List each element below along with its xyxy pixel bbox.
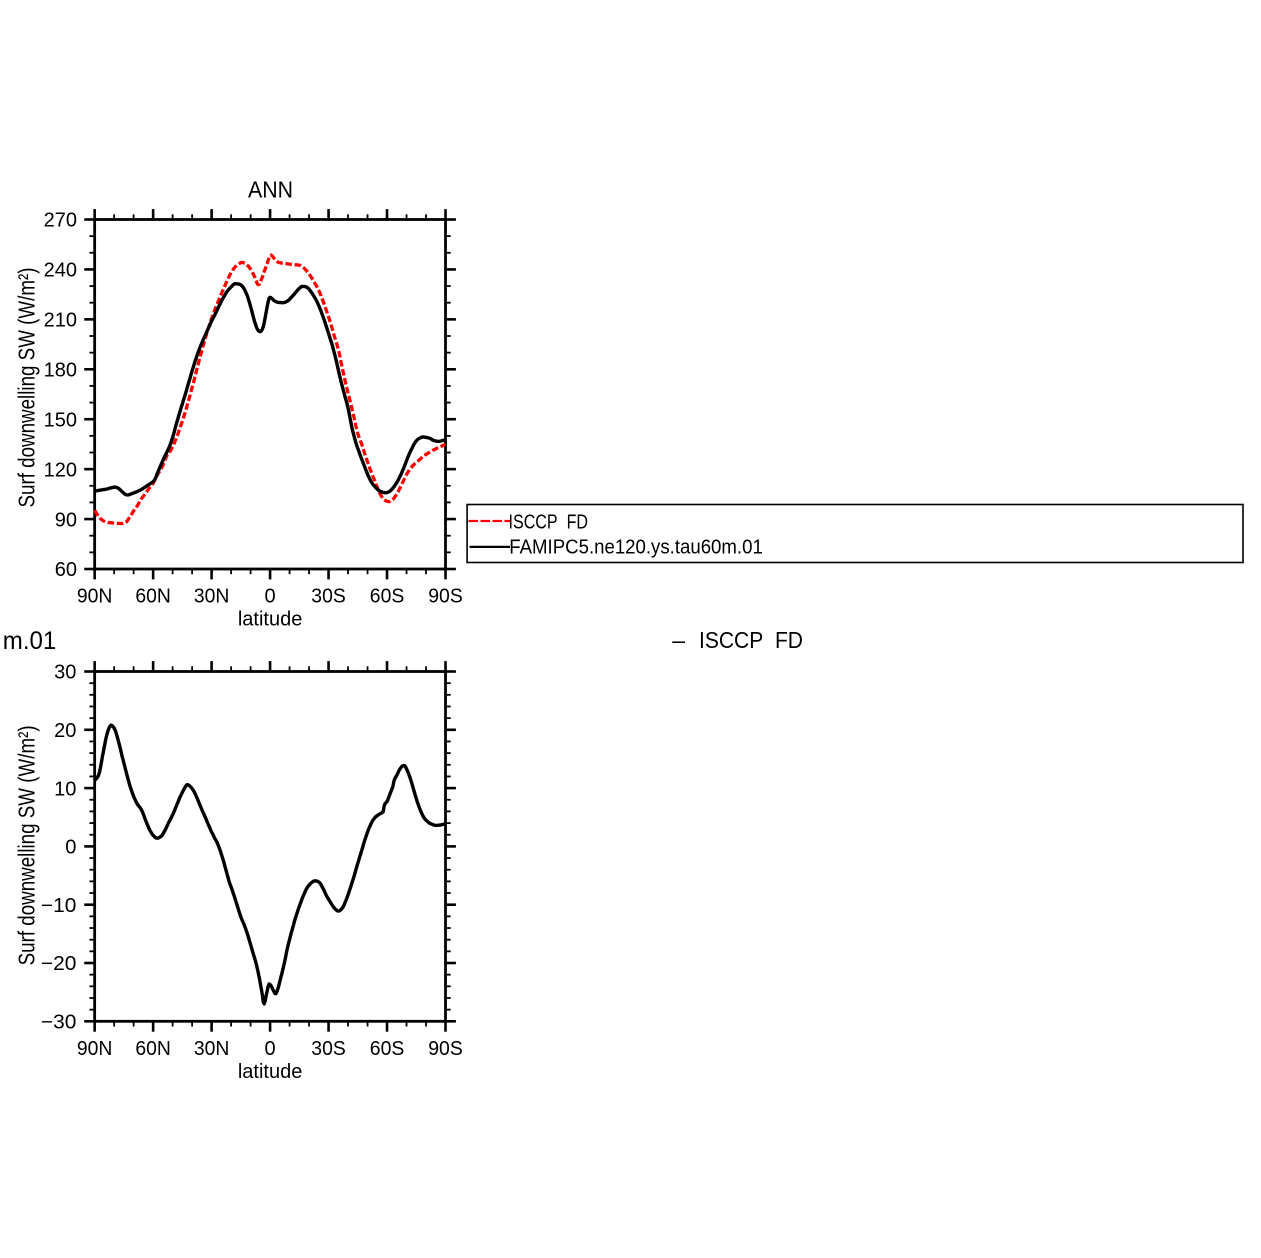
- svg-text:30N: 30N: [194, 586, 230, 608]
- svg-text:Surf downwelling SW (W/m²): Surf downwelling SW (W/m²): [13, 725, 39, 965]
- svg-text:30S: 30S: [311, 1038, 346, 1060]
- svg-text:150: 150: [44, 409, 77, 431]
- svg-text:10: 10: [54, 778, 76, 800]
- svg-text:90N: 90N: [77, 586, 113, 608]
- svg-text:60N: 60N: [135, 586, 171, 608]
- svg-text:90S: 90S: [428, 1038, 463, 1060]
- svg-text:60: 60: [55, 559, 77, 581]
- svg-text:120: 120: [44, 459, 77, 481]
- svg-text:60N: 60N: [135, 1038, 171, 1060]
- svg-text:60S: 60S: [370, 586, 405, 608]
- svg-text:ISCCP FD: ISCCP FD: [509, 512, 589, 534]
- svg-text:180: 180: [44, 359, 77, 381]
- svg-text:−30: −30: [41, 1012, 77, 1034]
- svg-text:20: 20: [54, 720, 76, 742]
- svg-text:FAMIPC5.ne120.ys.tau60m.01: FAMIPC5.ne120.ys.tau60m.01: [509, 536, 763, 558]
- svg-text:Surf downwelling SW (W/m²): Surf downwelling SW (W/m²): [13, 268, 39, 508]
- svg-text:latitude: latitude: [238, 1061, 303, 1083]
- svg-text:m.01: m.01: [3, 627, 57, 655]
- svg-text:30: 30: [54, 662, 76, 684]
- svg-text:–: –: [672, 627, 685, 653]
- svg-text:−10: −10: [41, 895, 77, 917]
- svg-text:0: 0: [265, 1038, 276, 1060]
- svg-text:90S: 90S: [428, 586, 463, 608]
- svg-text:210: 210: [44, 310, 77, 332]
- svg-text:240: 240: [44, 260, 77, 282]
- svg-text:90N: 90N: [77, 1038, 113, 1060]
- svg-text:0: 0: [265, 586, 276, 608]
- svg-text:90: 90: [55, 509, 77, 531]
- svg-text:30N: 30N: [194, 1038, 230, 1060]
- svg-text:270: 270: [44, 210, 77, 232]
- svg-text:latitude: latitude: [238, 609, 303, 631]
- svg-text:−20: −20: [41, 953, 77, 975]
- svg-text:ANN: ANN: [248, 177, 293, 203]
- svg-text:0: 0: [65, 837, 76, 859]
- svg-text:ISCCP FD: ISCCP FD: [699, 627, 803, 653]
- svg-text:60S: 60S: [370, 1038, 405, 1060]
- svg-text:30S: 30S: [311, 586, 346, 608]
